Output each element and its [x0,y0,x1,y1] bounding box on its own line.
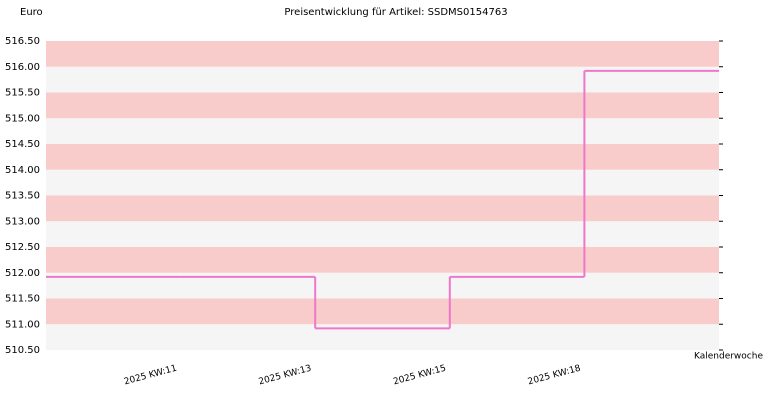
y-tick-label: 512.50 [5,242,40,253]
x-tick-label: 2025 KW:18 [527,364,582,388]
y-tick-label: 516.00 [5,62,40,73]
x-tick-label: 2025 KW:15 [392,364,447,388]
x-tick-label: 2025 KW:11 [123,364,178,388]
background-band [46,41,719,67]
background-band [46,92,719,119]
background-band [46,118,719,144]
y-tick-label: 513.00 [5,216,40,227]
x-axis-label: Kalenderwoche [694,352,763,362]
y-tick-label: 516.50 [5,36,40,47]
y-tick-label: 510.50 [5,345,40,356]
background-band [46,247,719,273]
background-band [46,169,719,196]
background-band [46,144,719,170]
y-tick-label: 511.00 [5,319,40,330]
y-tick-label: 514.00 [5,165,40,176]
chart-title: Preisentwicklung für Artikel: SSDMS01547… [284,7,507,18]
background-band [46,195,719,222]
y-tick-label: 514.50 [5,139,40,150]
y-tick-label: 513.50 [5,191,40,202]
background-band [46,298,719,325]
y-tick-label: 512.00 [5,268,40,279]
y-tick-label: 511.50 [5,294,40,305]
y-tick-label: 515.50 [5,88,40,99]
y-axis-label: Euro [20,7,43,18]
y-tick-label: 515.00 [5,113,40,124]
x-tick-label: 2025 KW:13 [258,364,313,388]
background-band [46,221,719,247]
